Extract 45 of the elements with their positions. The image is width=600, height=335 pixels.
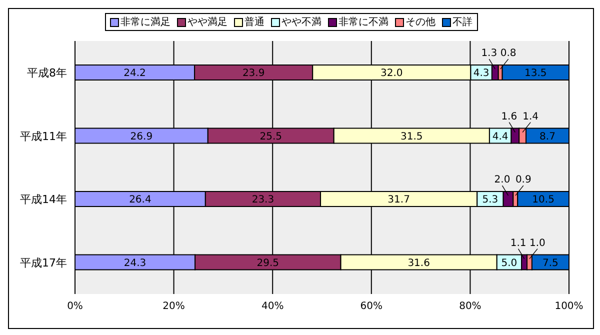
data-label: 2.0: [494, 174, 510, 186]
x-tick-label: 80%: [459, 301, 482, 312]
data-label: 1.6: [501, 111, 518, 122]
legend-label: 普通: [244, 16, 264, 29]
y-tick-label: 平成11年: [20, 130, 67, 143]
legend-label: その他: [404, 16, 436, 29]
data-label: 0.9: [515, 174, 532, 186]
legend-label: 非常に満足: [120, 16, 170, 29]
x-tick-label: 0%: [67, 301, 83, 312]
data-label: 31.7: [388, 194, 410, 206]
y-tick-label: 平成14年: [20, 193, 67, 206]
x-tick-label: 40%: [261, 301, 284, 312]
legend-label: やや満足: [186, 16, 228, 29]
legend-label: やや不満: [280, 16, 322, 29]
y-tick-label: 平成8年: [27, 66, 67, 80]
data-label: 31.5: [400, 131, 423, 142]
data-label: 29.5: [256, 258, 280, 269]
data-label: 10.5: [532, 194, 554, 206]
data-label: 23.9: [242, 68, 265, 80]
y-tick-label: 平成17年: [20, 256, 67, 270]
x-tick-label: 60%: [360, 301, 383, 312]
legend-label: 不詳: [452, 16, 472, 29]
data-label: 7.5: [542, 258, 558, 269]
data-label: 26.9: [130, 131, 153, 142]
data-label: 26.4: [129, 194, 152, 206]
legend-label: 非常に不満: [338, 16, 388, 29]
data-label: 1.1: [510, 238, 526, 249]
data-label: 1.0: [530, 238, 546, 249]
data-label: 23.3: [252, 194, 274, 206]
data-label: 4.3: [473, 68, 490, 80]
x-tick-label: 100%: [554, 301, 584, 312]
data-label: 0.8: [500, 48, 516, 60]
data-label: 5.0: [501, 258, 518, 269]
x-tick-label: 20%: [162, 301, 185, 312]
data-label: 32.0: [380, 68, 403, 80]
data-label: 1.4: [522, 111, 539, 122]
data-label: 5.3: [482, 194, 498, 206]
data-label: 31.6: [408, 258, 430, 269]
data-label: 25.5: [260, 131, 282, 142]
data-label: 24.3: [124, 258, 146, 269]
data-label: 13.5: [524, 68, 547, 80]
data-label: 1.3: [481, 48, 498, 60]
data-label: 24.2: [124, 68, 146, 80]
data-label: 8.7: [540, 131, 556, 142]
data-label: 4.4: [492, 131, 508, 142]
